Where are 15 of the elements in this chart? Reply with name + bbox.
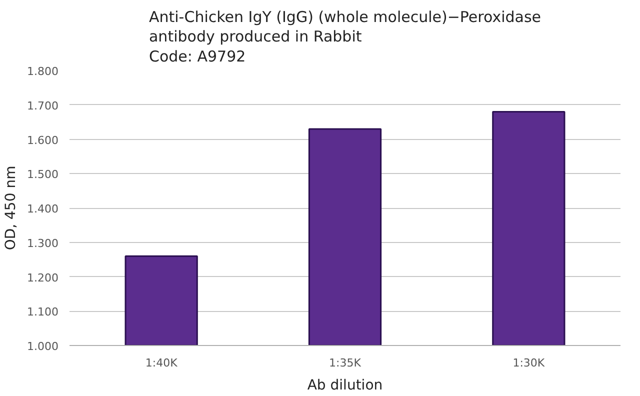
y-tick-label: 1.400	[27, 202, 59, 216]
y-tick-label: 1.200	[27, 271, 59, 284]
y-tick-label: 1.300	[27, 236, 59, 250]
y-tick-label: 1.500	[27, 168, 59, 182]
y-axis-title: OD, 450 nm	[3, 166, 20, 250]
x-tick-label: 1:35K	[329, 356, 362, 370]
chart-title: Anti-Chicken IgY (IgG) (whole molecule)−Peroxidase antibody produced in Rabbit Code: A9792	[148, 8, 542, 66]
y-tick-label: 1.800	[27, 65, 59, 78]
x-axis-title: Ab dilution	[307, 378, 383, 394]
x-tick-label: 1:40K	[145, 356, 178, 370]
x-tick-label: 1:30K	[512, 356, 546, 370]
y-tick-label: 1.100	[27, 306, 59, 319]
y-tick-label: 1.000	[27, 340, 59, 353]
y-tick-label: 1.700	[27, 99, 59, 112]
y-tick-label: 1.600	[27, 134, 59, 147]
